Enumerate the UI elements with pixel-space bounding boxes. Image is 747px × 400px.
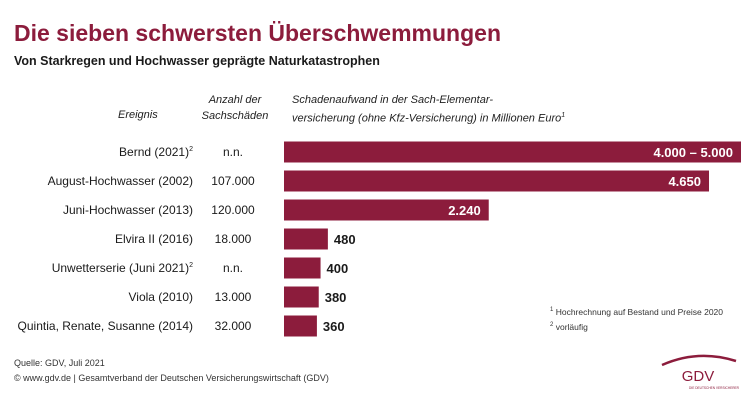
category-label: Juni-Hochwasser (2013) (63, 203, 193, 217)
bar (284, 170, 710, 192)
claims-count-label: 107.000 (211, 174, 255, 188)
bar (284, 286, 319, 308)
bar (284, 257, 321, 279)
value-label: 4.000 – 5.000 (653, 145, 733, 160)
claims-count-label: n.n. (223, 145, 243, 159)
bar (284, 228, 328, 250)
header-claims-count-line1: Anzahl der (208, 94, 262, 106)
bar (284, 315, 317, 337)
gdv-logo: GDV DIE DEUTSCHEN VERSICHERER (661, 354, 740, 390)
chart-subtitle: Von Starkregen und Hochwasser geprägte N… (14, 54, 380, 68)
logo-arc (661, 354, 737, 367)
source-line: Quelle: GDV, Juli 2021 (14, 358, 105, 368)
footnote-1-text: Hochrechnung auf Bestand und Preise 2020 (555, 307, 724, 317)
logo-tagline: DIE DEUTSCHEN VERSICHERER (689, 386, 740, 390)
category-label: August-Hochwasser (2002) (48, 174, 193, 188)
header-damage-footnote-mark: 1 (561, 112, 566, 119)
value-label: 480 (334, 232, 356, 247)
copyright-line: © www.gdv.de | Gesamtverband der Deutsch… (14, 373, 329, 383)
category-label: Bernd (2021)2 (119, 145, 193, 159)
header-damage-text: versicherung (ohne Kfz-Versicherung) in … (292, 112, 562, 125)
bar (284, 199, 489, 221)
value-label: 2.240 (448, 203, 481, 218)
category-label: Quintia, Renate, Susanne (2014) (18, 319, 193, 333)
header-claims-count: Anzahl der Sachschäden (200, 92, 270, 124)
claims-count-label: 120.000 (211, 203, 255, 217)
header-damage: Schadenaufwand in der Sach-Elementar- ve… (292, 92, 622, 127)
claims-count-label: n.n. (223, 261, 243, 275)
header-damage-line1: Schadenaufwand in der Sach-Elementar- (292, 94, 493, 106)
claims-count-label: 32.000 (215, 319, 252, 333)
footnote-2-mark: 2 (550, 322, 554, 329)
claims-count-label: 13.000 (215, 290, 252, 304)
value-label: 400 (327, 261, 349, 276)
category-label: Elvira II (2016) (115, 232, 193, 246)
footnote-1-mark: 1 (550, 307, 554, 314)
value-label: 380 (325, 290, 347, 305)
footnote-2: 2 vorläufig (550, 322, 588, 332)
claims-count-label: 18.000 (215, 232, 252, 246)
category-label: Unwetterserie (Juni 2021)2 (52, 261, 193, 275)
footnote-1: 1 Hochrechnung auf Bestand und Preise 20… (550, 307, 723, 317)
value-label: 4.650 (668, 174, 701, 189)
bar (284, 141, 741, 163)
header-claims-count-line2: Sachschäden (201, 110, 269, 122)
logo-text: GDV (682, 368, 715, 385)
header-damage-line2: versicherung (ohne Kfz-Versicherung) in … (292, 108, 622, 127)
footnote-2-text: vorläufig (555, 322, 588, 332)
chart-title: Die sieben schwersten Überschwemmungen (14, 20, 501, 46)
category-label: Viola (2010) (129, 290, 194, 304)
value-label: 360 (323, 319, 345, 334)
header-event: Ereignis (118, 109, 158, 121)
